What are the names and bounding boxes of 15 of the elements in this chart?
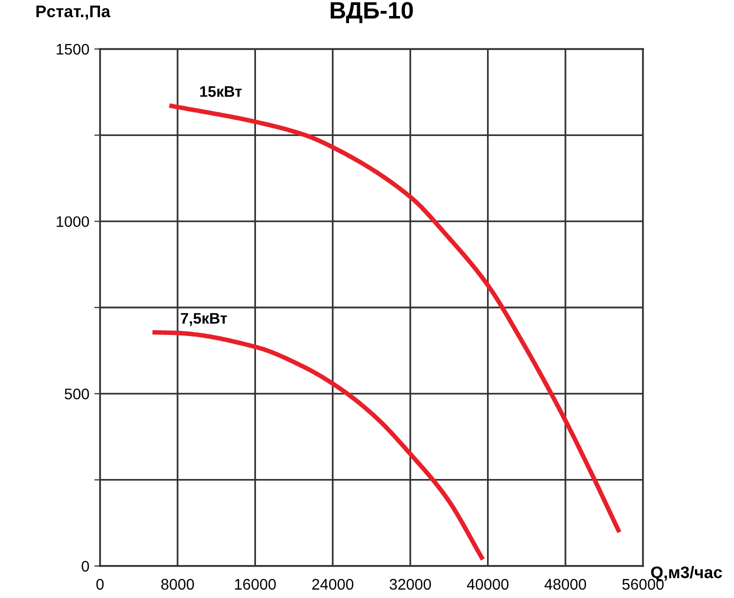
x-tick-label: 24000 <box>312 578 354 590</box>
x-tick-label: 32000 <box>390 578 431 590</box>
x-tick-label: 40000 <box>466 578 509 590</box>
x-tick-label: 16000 <box>235 578 276 590</box>
series-label: 7,5кВт <box>180 313 228 326</box>
series-label: 15кВт <box>200 86 242 97</box>
y-tick-label: 0 <box>82 560 89 572</box>
y-tick-label: 500 <box>64 388 89 400</box>
y-tick-label: 1000 <box>56 216 89 228</box>
y-tick-label: 1500 <box>56 44 89 55</box>
chart-title: ВДБ-10 <box>330 2 413 24</box>
x-tick-label: 0 <box>96 578 104 590</box>
x-tick-label: 8000 <box>161 578 194 590</box>
x-tick-label: 48000 <box>544 578 586 590</box>
y-axis-title: Pстат.,Па <box>36 6 110 20</box>
